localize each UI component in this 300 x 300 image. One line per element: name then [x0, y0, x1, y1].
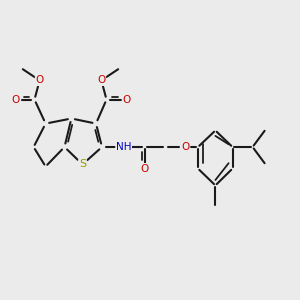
Text: NH: NH: [116, 142, 131, 152]
Text: O: O: [97, 75, 106, 85]
Text: O: O: [35, 75, 44, 85]
Text: S: S: [79, 159, 86, 170]
Text: O: O: [11, 94, 20, 105]
Text: O: O: [122, 94, 131, 105]
Text: O: O: [181, 142, 190, 152]
Text: O: O: [140, 164, 149, 174]
